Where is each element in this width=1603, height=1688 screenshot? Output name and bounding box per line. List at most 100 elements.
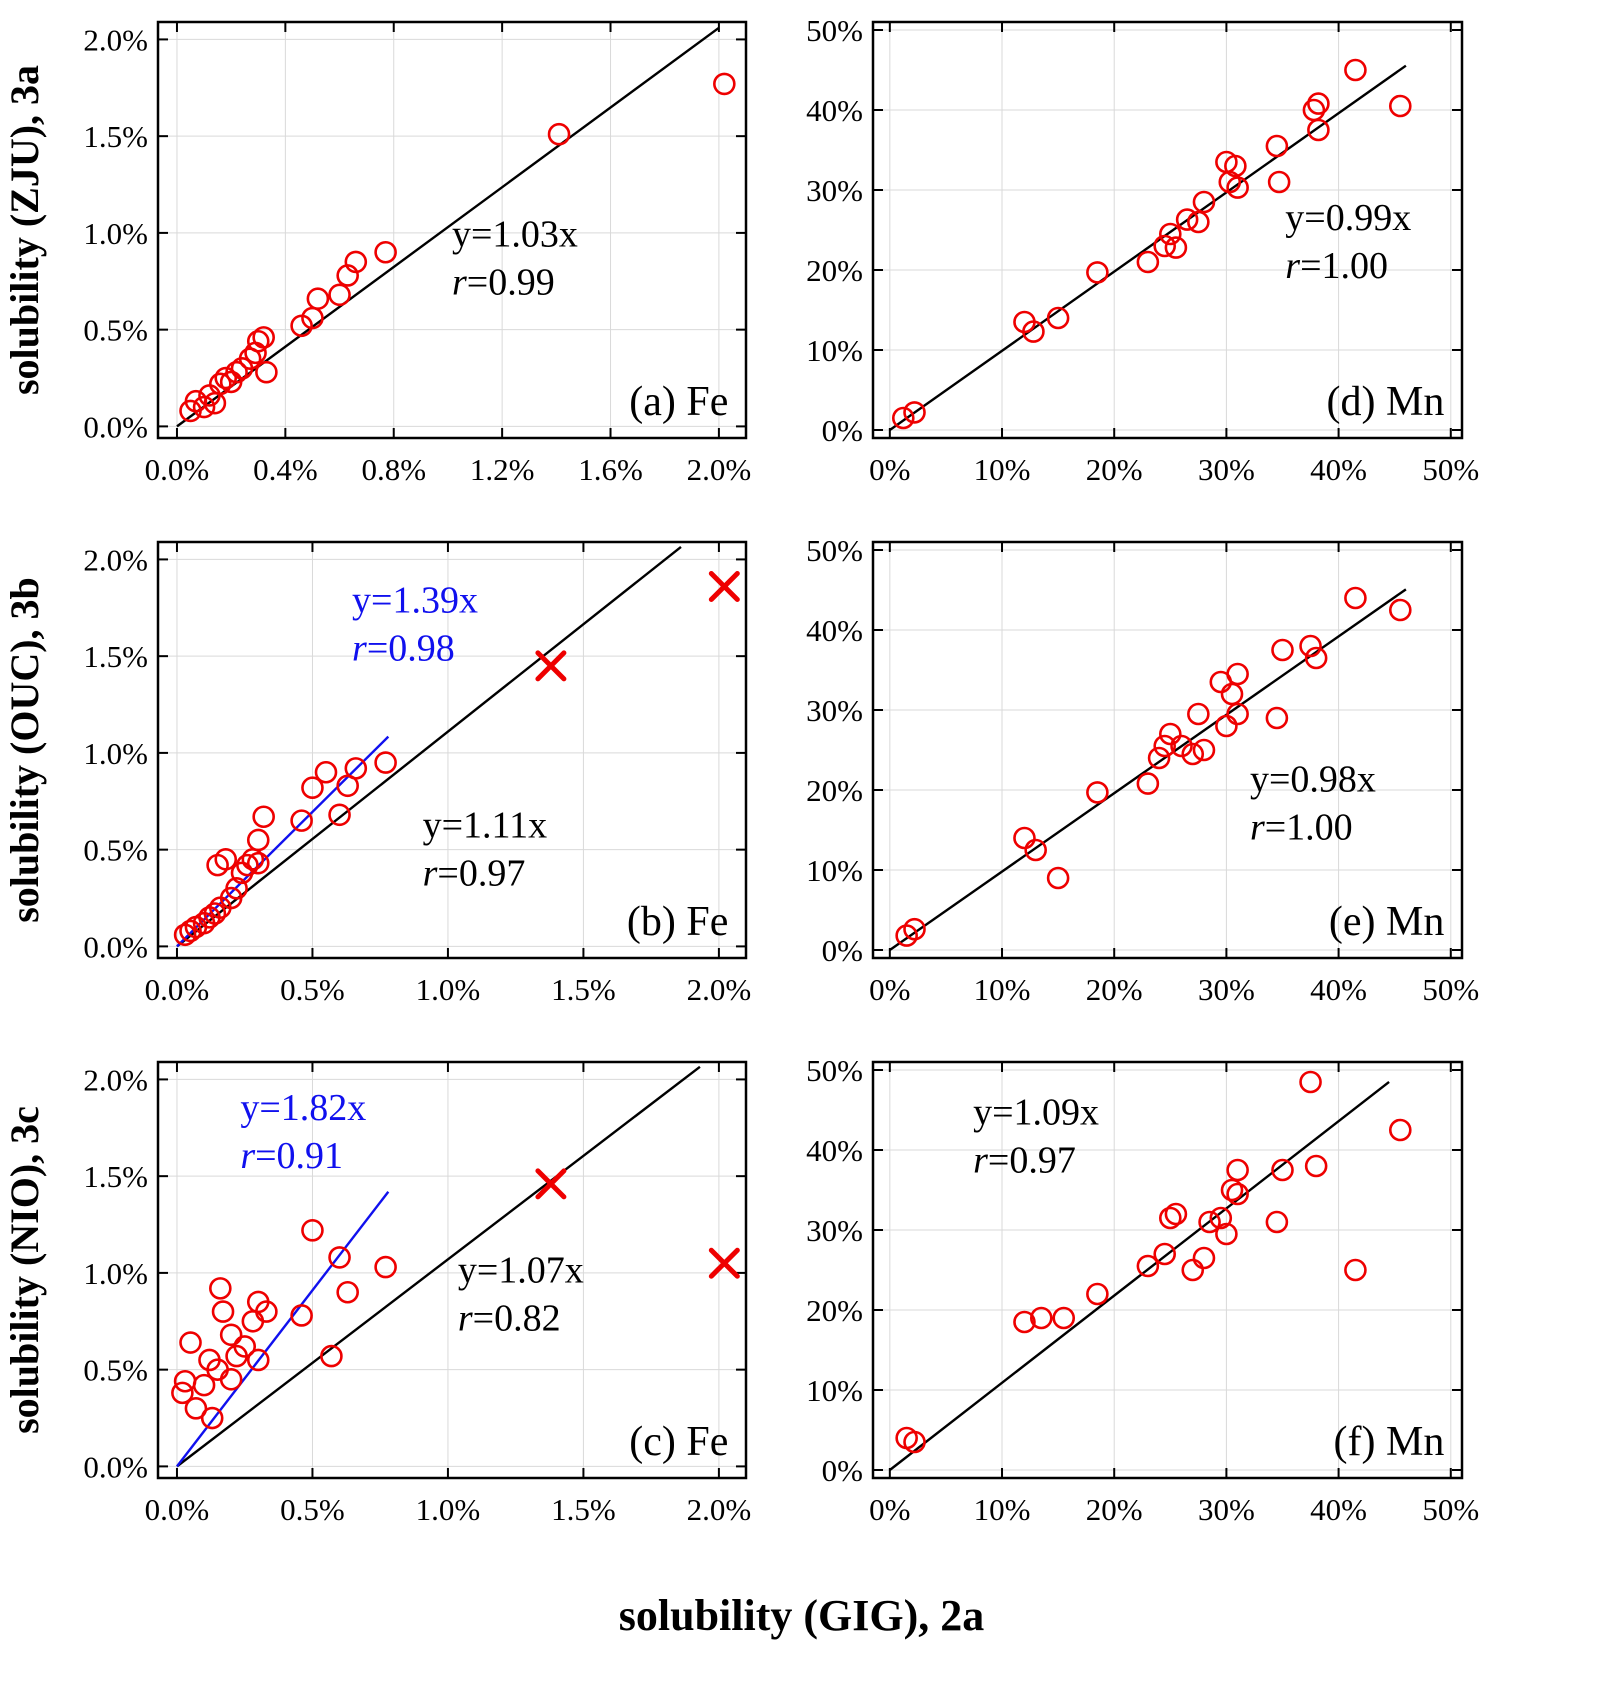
fit-equation: r=0.91 — [240, 1135, 343, 1177]
data-point — [1153, 1242, 1176, 1266]
data-point — [1307, 118, 1330, 142]
data-point — [225, 360, 248, 384]
x-tick-label: 50% — [1422, 452, 1479, 487]
data-point — [1220, 1178, 1244, 1202]
data-point — [1344, 1258, 1367, 1282]
figure-row-3: 0.0% 0.5% 1.0% 1.5% 2.0% 0.0% 0.5% 1.0% 1.5% 2.0%… — [0, 1052, 1603, 1572]
data-point — [891, 406, 915, 430]
plot-frame — [156, 540, 748, 960]
fit-equation: y=1.39x — [352, 580, 478, 622]
y-tick-label: 10% — [806, 333, 863, 368]
data-point — [255, 1300, 278, 1323]
chart-c-canvas: 0.0% 0.5% 1.0% 1.5% 2.0% 0.0% 0.5% 1.0% 1.5% 2.0%… — [2, 1060, 751, 1527]
y-tick-label: 1.5% — [83, 119, 148, 154]
data-point — [255, 360, 278, 384]
plot-frame — [156, 1060, 748, 1480]
data-point — [1226, 662, 1249, 686]
data-point — [1147, 746, 1171, 770]
y-tick-label: 10% — [806, 853, 863, 888]
data-point — [1159, 222, 1182, 246]
chart-d-canvas: 0% 10% 20% 30% 40% 50% 0% 10% 20% 30% 40% 50% y=0.99… — [806, 13, 1479, 487]
data-point — [241, 1309, 265, 1333]
y-tick-label: 0.0% — [83, 409, 148, 444]
y-tick-label: 1.0% — [83, 736, 148, 771]
x-axis-label: solubility (GIG), 2a — [618, 1591, 985, 1640]
data-point — [1164, 1202, 1188, 1226]
data-point — [903, 1430, 926, 1454]
y-tick-label: 0.0% — [83, 929, 148, 964]
panel-b: 0.0% 0.5% 1.0% 1.5% 2.0% 0.0% 0.5% 1.0% 1.5% 2.0%… — [0, 532, 800, 1052]
y-tick-label: 0.5% — [83, 1353, 148, 1388]
panel-corner-label: (a) Fe — [629, 379, 728, 425]
data-point — [209, 372, 232, 396]
data-point — [1024, 838, 1047, 862]
data-point — [1187, 210, 1210, 234]
y-tick-label: 40% — [806, 93, 863, 128]
x-tick-label: 20% — [1086, 972, 1143, 1007]
data-point — [179, 1331, 202, 1354]
x-tick-label: 1.5% — [551, 1492, 616, 1527]
data-point — [179, 919, 202, 943]
data-point — [252, 805, 275, 829]
outlier-x-marker — [708, 571, 740, 603]
data-point — [320, 1344, 343, 1368]
data-point — [209, 1277, 232, 1300]
y-tick-label: 2.0% — [83, 1062, 148, 1097]
data-point — [252, 326, 275, 349]
data-point — [1170, 734, 1193, 758]
data-point — [1187, 702, 1210, 726]
x-tick-label: 30% — [1198, 972, 1255, 1007]
data-point — [1271, 1158, 1294, 1182]
data-point — [1052, 1306, 1076, 1330]
data-point — [903, 917, 926, 941]
x-tick-label: 0.5% — [280, 1492, 345, 1527]
data-point — [1136, 250, 1160, 274]
chart-e-canvas: 0% 10% 20% 30% 40% 50% 0% 10% 20% 30% 40% 50% y=0.98… — [806, 533, 1479, 1007]
data-point — [328, 803, 351, 827]
data-point — [192, 395, 216, 419]
panel-e: 0% 10% 20% 30% 40% 50% 0% 10% 20% 30% 40% 50% y=0.98… — [800, 532, 1603, 1052]
data-point — [1181, 742, 1205, 766]
x-tick-label: 40% — [1310, 972, 1367, 1007]
outlier-x-marker — [535, 650, 567, 682]
data-point — [306, 287, 330, 310]
y-tick-label: 10% — [806, 1373, 863, 1408]
y-tick-label: 1.0% — [83, 1256, 148, 1291]
data-point — [1192, 190, 1216, 214]
data-point — [246, 828, 270, 852]
fit-equation: r=0.82 — [458, 1297, 561, 1339]
fit-equation: y=1.03x — [452, 214, 578, 256]
x-tick-label: 1.6% — [578, 452, 643, 487]
data-point — [290, 809, 313, 832]
x-tick-label: 50% — [1422, 972, 1479, 1007]
data-point — [1046, 306, 1070, 330]
data-point — [1029, 1306, 1053, 1330]
y-tick-label: 0% — [822, 1453, 863, 1488]
y-tick-label: 20% — [806, 253, 863, 288]
fit-equation: y=1.11x — [423, 804, 548, 846]
data-point — [374, 1255, 397, 1279]
x-tick-label: 10% — [974, 972, 1031, 1007]
fit-line-black — [176, 545, 682, 948]
panel-corner-label: (f) Mn — [1334, 1419, 1445, 1465]
data-point — [1299, 634, 1322, 658]
data-point — [1153, 234, 1176, 258]
data-point — [1226, 1158, 1249, 1182]
panel-corner-label: (b) Fe — [627, 899, 728, 945]
fit-equation: y=1.09x — [973, 1091, 1099, 1133]
data-point — [344, 757, 368, 780]
data-point — [1022, 320, 1045, 343]
data-point — [1265, 706, 1289, 730]
data-point — [1226, 176, 1249, 199]
data-point — [233, 1335, 257, 1358]
x-tick-label: 0.0% — [145, 1492, 210, 1527]
fit-line-black — [889, 1081, 1390, 1471]
data-point — [1215, 714, 1238, 738]
fit-equation: y=0.99x — [1285, 197, 1411, 239]
data-point — [1046, 866, 1070, 890]
data-point — [171, 1381, 194, 1405]
chart-a-canvas: 0.0% 0.4% 0.8% 1.2% 1.6% 2.0% 0.0% 0.5% 1.0% 1.5%… — [2, 20, 751, 487]
data-point — [1265, 134, 1289, 158]
y-tick-label: 0% — [822, 933, 863, 968]
